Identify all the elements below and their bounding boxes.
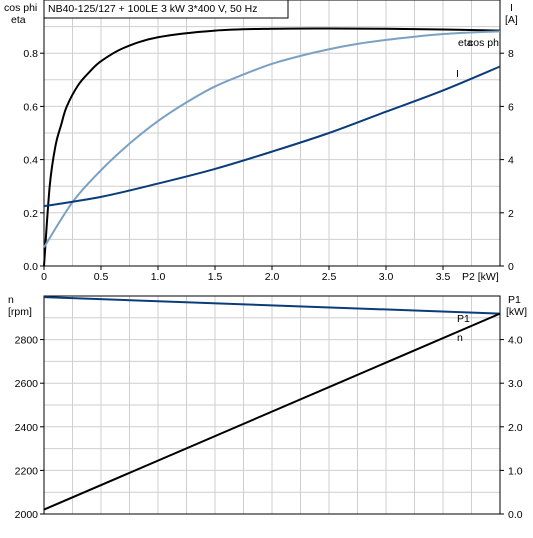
- y-left-tick-label: 2800: [15, 335, 39, 347]
- x-tick-label: 2.5: [322, 271, 337, 283]
- top-right-axis-label-2: [A]: [505, 14, 518, 26]
- chart-title: NB40-125/127 + 100LE 3 kW 3*400 V, 50 Hz: [48, 3, 257, 15]
- y-left-tick-label: 0.0: [23, 261, 38, 273]
- top-chart: 0.0 0.2 0.4 0.6 0.8 0 2 4 6 8 0 0.5 1.0 1.5 2.0 2.5 3.0 3…: [23, 0, 514, 283]
- y-right-tick-label: 0: [508, 261, 514, 273]
- x-tick-label: 1.0: [151, 271, 166, 283]
- series-label-eta: eta: [458, 37, 473, 49]
- y-right-tick-label: 3.0: [508, 378, 523, 390]
- series-line-eta: [43, 27, 501, 267]
- y-right-tick-label: 0.0: [508, 509, 523, 521]
- bottom-left-axis-label-2: [rpm]: [8, 306, 32, 318]
- bottom-chart: 2000 2200 2400 2600 2800 0.0 1.0 2.0 3.0 4.0 P1 n: [15, 295, 523, 521]
- x-tick-label: 3.5: [436, 271, 451, 283]
- bottom-right-axis-label-1: P1: [508, 294, 521, 306]
- x-tick-label: 2.0: [265, 271, 280, 283]
- title-box: [43, 0, 289, 19]
- y-right-tick-label: 2: [508, 208, 514, 220]
- series-label-i: I: [456, 68, 459, 80]
- y-left-tick-label: 0.6: [23, 101, 38, 113]
- y-right-tick-label: 4: [508, 155, 514, 167]
- series-line-p1: [43, 312, 501, 511]
- y-right-tick-label: 2.0: [508, 422, 523, 434]
- y-left-tick-label: 0.4: [23, 155, 38, 167]
- series-line-n: [43, 296, 501, 315]
- y-left-tick-label: 0.2: [23, 208, 38, 220]
- series-label-cos-phi: cos phi: [468, 37, 501, 49]
- x-tick-label: 3.0: [379, 271, 394, 283]
- y-left-tick-label: 2600: [15, 378, 39, 390]
- top-right-axis-label-1: I: [510, 2, 513, 14]
- x-axis-label: P2 [kW]: [462, 271, 499, 283]
- x-tick-label: 0: [41, 271, 47, 283]
- series-label-n: n: [457, 332, 463, 344]
- series-line-i: [43, 65, 501, 208]
- y-left-tick-label: 2200: [15, 465, 39, 477]
- series-line-cos-phi: [43, 30, 501, 248]
- x-tick-label: 1.5: [208, 271, 223, 283]
- y-right-tick-label: 6: [508, 101, 514, 113]
- bottom-left-axis-label-1: n: [8, 294, 14, 306]
- x-tick-label: 0.5: [94, 271, 109, 283]
- y-right-tick-label: 1.0: [508, 465, 523, 477]
- plot-frame: [43, 295, 501, 515]
- bottom-right-axis-label-2: [kW]: [506, 306, 527, 318]
- y-right-tick-label: 8: [508, 48, 514, 60]
- series-label-p1: P1: [457, 313, 470, 325]
- y-left-tick-label: 2400: [15, 422, 39, 434]
- top-left-axis-label-2: eta: [11, 14, 26, 26]
- y-left-tick-label: 2000: [15, 509, 39, 521]
- y-right-tick-label: 4.0: [508, 335, 523, 347]
- top-left-axis-label-1: cos phi: [4, 2, 37, 14]
- y-left-tick-label: 0.8: [23, 48, 38, 60]
